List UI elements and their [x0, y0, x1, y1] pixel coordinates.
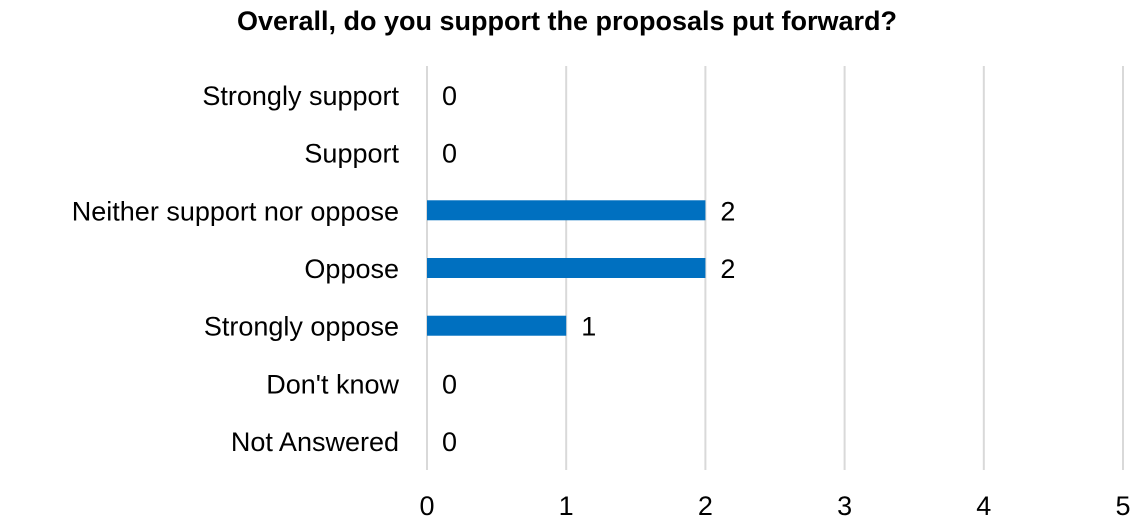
category-label: Strongly support: [202, 81, 399, 111]
category-label: Not Answered: [231, 427, 399, 457]
labels: 0 1 2 3 4 5 Strongly support 0 Support 0 Neither s…: [72, 81, 1131, 521]
data-label: 0: [442, 427, 457, 457]
data-label: 0: [442, 369, 457, 399]
category-label: Don't know: [266, 369, 399, 399]
x-tick-label: 2: [698, 491, 713, 521]
category-label: Strongly oppose: [204, 312, 399, 342]
x-tick-label: 4: [976, 491, 991, 521]
x-tick-label: 0: [419, 491, 434, 521]
chart-title: Overall, do you support the proposals pu…: [236, 6, 898, 36]
data-label: 2: [720, 254, 735, 284]
category-label: Support: [304, 139, 399, 169]
x-tick-label: 1: [559, 491, 574, 521]
bar: [427, 258, 706, 278]
bar: [427, 315, 567, 336]
x-tick-label: 5: [1115, 491, 1130, 521]
data-label: 0: [442, 81, 457, 111]
data-label: 1: [581, 312, 596, 342]
category-label: Neither support nor oppose: [72, 196, 399, 226]
category-label: Oppose: [304, 254, 399, 284]
data-label: 2: [720, 196, 735, 226]
data-label: 0: [442, 139, 457, 169]
x-tick-label: 3: [837, 491, 852, 521]
bar: [427, 200, 706, 221]
bars: [427, 200, 706, 336]
